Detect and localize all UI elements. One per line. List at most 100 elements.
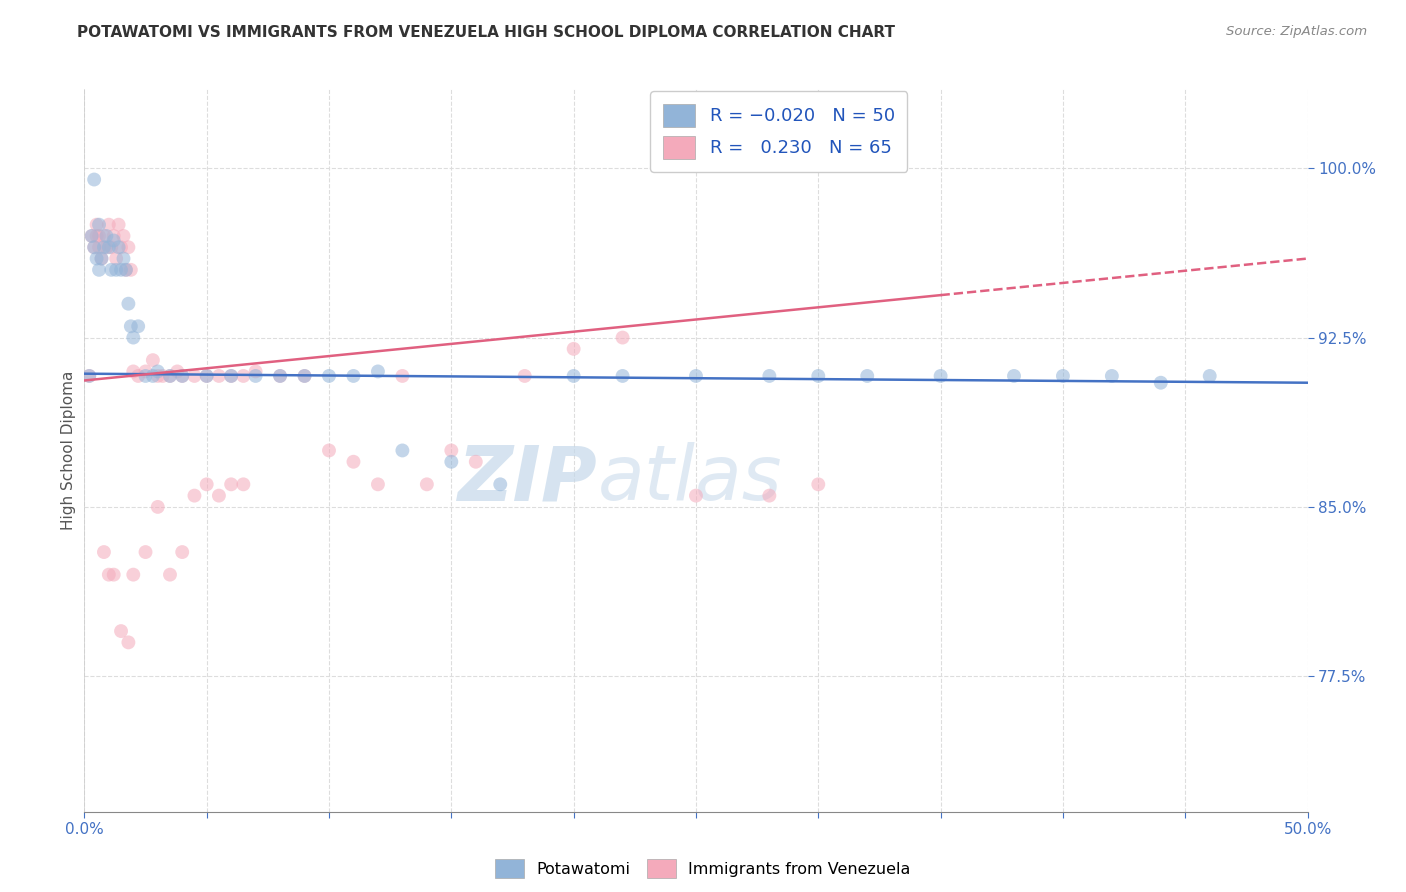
Point [80,229,103,244]
Point [93,545,115,559]
Point [758,489,780,503]
Point [513,368,536,383]
Point [110,262,132,277]
Point [96,240,118,254]
Point [172,368,194,383]
Point [183,489,205,503]
Point [464,455,486,469]
Point [97,218,120,232]
Point [219,368,242,383]
Point [685,368,707,383]
Point [87,218,110,232]
Point [135,368,157,383]
Point [103,567,125,582]
Point [105,252,128,266]
Point [612,368,634,383]
Point [245,368,267,383]
Point [758,368,780,383]
Point [183,368,205,383]
Point [115,262,138,277]
Point [232,477,254,491]
Point [172,368,194,383]
Point [489,477,512,491]
Point [562,342,585,356]
Point [97,240,120,254]
Point [90,252,112,266]
Point [103,234,125,248]
Point [93,240,115,254]
Point [152,368,174,383]
Point [929,368,952,383]
Point [110,624,132,638]
Point [245,364,267,378]
Point [342,455,364,469]
Point [318,368,340,383]
Point [86,252,108,266]
Point [807,368,830,383]
Point [367,364,389,378]
Point [87,240,110,254]
Point [1150,376,1173,390]
Point [87,262,110,277]
Point [208,489,231,503]
Point [159,368,181,383]
Point [117,240,139,254]
Point [195,368,218,383]
Point [86,229,108,244]
Point [120,319,142,334]
Point [807,477,830,491]
Point [685,489,707,503]
Point [195,368,218,383]
Point [107,240,129,254]
Point [93,229,115,244]
Point [294,368,316,383]
Point [135,545,157,559]
Point [440,443,463,458]
Text: atlas: atlas [598,442,783,516]
Point [112,252,135,266]
Point [122,330,145,344]
Point [232,368,254,383]
Text: Source: ZipAtlas.com: Source: ZipAtlas.com [1226,25,1367,38]
Point [146,500,169,514]
Point [96,229,118,244]
Point [391,443,413,458]
Point [367,477,389,491]
Point [294,368,316,383]
Point [127,368,149,383]
Point [142,353,165,368]
Text: ZIP: ZIP [458,442,598,516]
Point [166,364,188,378]
Point [100,240,122,254]
Point [416,477,439,491]
Point [1052,368,1074,383]
Point [135,364,157,378]
Legend: Potawatomi, Immigrants from Venezuela: Potawatomi, Immigrants from Venezuela [489,853,917,884]
Point [146,364,169,378]
Point [115,262,138,277]
Point [146,368,169,383]
Point [195,477,218,491]
Point [612,330,634,344]
Point [1101,368,1123,383]
Point [159,368,181,383]
Point [97,567,120,582]
Point [107,218,129,232]
Point [208,368,231,383]
Point [122,567,145,582]
Point [856,368,879,383]
Legend: R = −0.020   N = 50, R =   0.230   N = 65: R = −0.020 N = 50, R = 0.230 N = 65 [650,91,907,172]
Point [219,368,242,383]
Point [117,635,139,649]
Point [159,567,181,582]
Point [87,229,110,244]
Point [391,368,413,383]
Point [342,368,364,383]
Point [80,229,103,244]
Point [562,368,585,383]
Point [269,368,291,383]
Text: POTAWATOMI VS IMMIGRANTS FROM VENEZUELA HIGH SCHOOL DIPLOMA CORRELATION CHART: POTAWATOMI VS IMMIGRANTS FROM VENEZUELA … [77,25,896,40]
Point [269,368,291,383]
Point [90,252,112,266]
Point [122,364,145,378]
